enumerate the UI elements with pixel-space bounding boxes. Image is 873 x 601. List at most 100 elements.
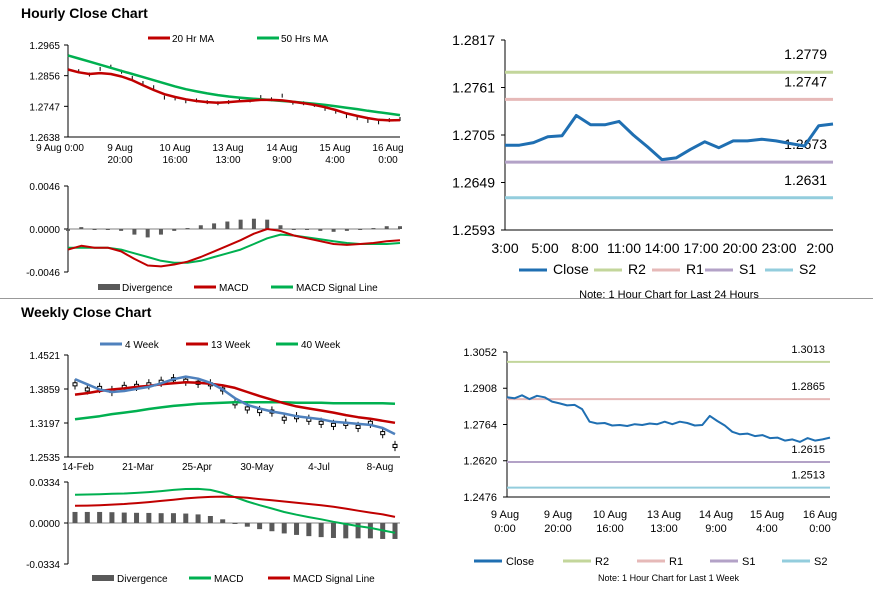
weekly-price-y-tick: 1.3197 — [29, 419, 60, 430]
hourly-divergence-bar — [291, 229, 296, 230]
weekly-price-y-tick: 1.3859 — [29, 385, 60, 396]
legend-label-signal: MACD Signal Line — [296, 283, 378, 294]
hourly-divergence-bar — [119, 229, 124, 231]
legend-label-weekly-signal: MACD Signal Line — [293, 574, 375, 585]
legend-label-4wk: 4 Week — [125, 340, 160, 351]
hourly_24h-note: Note: 1 Hour Chart for Last 24 Hours — [579, 289, 759, 301]
hourly-divergence-bar — [225, 221, 230, 229]
weekly_1w-legend-label-s2: S2 — [814, 556, 827, 568]
legend-swatch-divergence — [98, 284, 120, 290]
weekly-divergence-bar — [158, 513, 164, 523]
hourly_24h-y-tick: 1.2705 — [452, 127, 495, 143]
weekly_1w-y-tick: 1.2620 — [463, 456, 497, 468]
hourly-macd-line — [67, 228, 401, 268]
hourly-divergence-bar — [331, 229, 336, 232]
weekly_1w-level-label-s2: 1.2513 — [791, 470, 825, 482]
hourly-divergence-bar — [371, 228, 376, 230]
hourly_24h-legend-label-s1: S1 — [739, 261, 756, 277]
hourly-divergence-bar — [265, 219, 270, 229]
legend-label-divergence: Divergence — [122, 283, 173, 294]
hourly_24h-x-label: 5:00 — [531, 240, 558, 256]
weekly-divergence-bar — [244, 523, 250, 527]
hourly_24h-x-label: 11:00 — [607, 240, 641, 256]
weekly_1w-y-tick: 1.2908 — [463, 383, 497, 395]
weekly-price-candle-body — [355, 424, 361, 429]
weekly-divergence-bar — [84, 511, 90, 523]
hourly-divergence-bar — [172, 229, 177, 231]
weekly_1w-x-label: 14 Aug — [699, 509, 733, 521]
hourly-price-x-label: 15 Aug — [319, 143, 350, 154]
weekly-divergence-bar — [306, 523, 312, 537]
weekly-section-title: Weekly Close Chart — [21, 304, 152, 320]
weekly-price-candle-body — [72, 382, 78, 387]
weekly-price-candle-body — [281, 416, 287, 421]
weekly-price-x-label: 30-May — [240, 462, 273, 473]
hourly_24h-y-tick: 1.2761 — [452, 79, 495, 95]
hourly-divergence-bar — [212, 223, 217, 229]
weekly-price-x-label: 21-Mar — [122, 462, 154, 473]
weekly-price-candle-body — [84, 387, 90, 392]
weekly-divergence-bar — [220, 519, 226, 523]
weekly_1w-level-label-s1: 1.2615 — [791, 444, 825, 456]
weekly_1w-legend-label-close: Close — [506, 556, 534, 568]
weekly-divergence-bar — [121, 512, 127, 523]
hourly-divergence-bar — [305, 229, 310, 230]
weekly-divergence-bar — [109, 512, 115, 523]
weekly-price-x-label: 8-Aug — [367, 462, 394, 473]
hourly-divergence-bar — [398, 226, 402, 229]
weekly-price-y-tick: 1.2535 — [29, 453, 60, 464]
weekly-macd-y-tick: -0.0334 — [26, 560, 60, 571]
hourly-divergence-bar — [344, 229, 349, 231]
hourly-price-x-label: 16 Aug — [372, 143, 403, 154]
hourly-divergence-bar — [92, 229, 97, 230]
hourly-price-x-label: 20:00 — [107, 155, 132, 166]
weekly-divergence-bar — [392, 523, 398, 539]
hourly_24h-x-label: 8:00 — [571, 240, 598, 256]
hourly-price-y-tick: 1.2638 — [29, 133, 60, 144]
weekly_1w-y-tick: 1.2476 — [463, 492, 497, 504]
weekly-divergence-bar — [330, 523, 336, 538]
weekly_1w-note: Note: 1 Hour Chart for Last 1 Week — [598, 573, 739, 583]
weekly-divergence-bar — [318, 523, 324, 538]
hourly-price-y-tick: 1.2856 — [29, 72, 60, 83]
hourly-price-x-label: 4:00 — [325, 155, 345, 166]
hourly-divergence-bar — [198, 225, 203, 229]
hourly_24h-legend-label-s2: S2 — [799, 261, 816, 277]
hourly-price-x-label: 9 Aug 0:00 — [36, 143, 84, 154]
weekly-divergence-bar — [97, 511, 103, 523]
hourly-50hr-ma-line — [67, 54, 401, 117]
weekly-divergence-bar — [269, 523, 275, 532]
weekly-price-candle-body — [244, 406, 250, 411]
weekly_1w-close-line — [506, 394, 831, 443]
hourly_24h-legend-label-r1: R1 — [686, 261, 704, 277]
weekly_1w-legend-label-r2: R2 — [595, 556, 609, 568]
hourly-macd-y-tick: -0.0046 — [26, 268, 60, 279]
weekly-divergence-bar — [195, 514, 201, 523]
weekly-divergence-bar — [146, 512, 152, 523]
weekly_1w-x-label: 9:00 — [705, 523, 726, 535]
weekly_1w-legend-label-s1: S1 — [742, 556, 755, 568]
weekly_1w-x-label: 15 Aug — [750, 509, 784, 521]
hourly-price-x-label: 9:00 — [272, 155, 292, 166]
hourly-macd-signal-line — [68, 233, 401, 264]
weekly-divergence-bar — [343, 523, 349, 539]
hourly-price-x-label: 13:00 — [215, 155, 240, 166]
weekly-divergence-bar — [134, 512, 140, 523]
hourly-price-y-tick: 1.2965 — [29, 41, 60, 52]
weekly_1w-x-label: 9 Aug — [491, 509, 519, 521]
weekly-4wk-line — [74, 375, 396, 436]
weekly-price-x-label: 14-Feb — [62, 462, 94, 473]
weekly_1w-x-label: 13 Aug — [647, 509, 681, 521]
weekly-divergence-bar — [355, 523, 361, 539]
weekly_1w-x-label: 16 Aug — [803, 509, 837, 521]
weekly-13wk-line — [74, 381, 396, 425]
legend-label-weekly-divergence: Divergence — [117, 574, 168, 585]
hourly-divergence-bar — [79, 227, 84, 229]
hourly-price-x-label: 13 Aug — [212, 143, 243, 154]
weekly-divergence-bar — [72, 511, 78, 523]
weekly-price-y-tick: 1.4521 — [29, 351, 60, 362]
hourly_24h-level-label-r2: 1.2779 — [784, 46, 827, 62]
weekly_1w-x-label: 4:00 — [756, 523, 777, 535]
hourly_24h-y-tick: 1.2593 — [452, 222, 495, 238]
